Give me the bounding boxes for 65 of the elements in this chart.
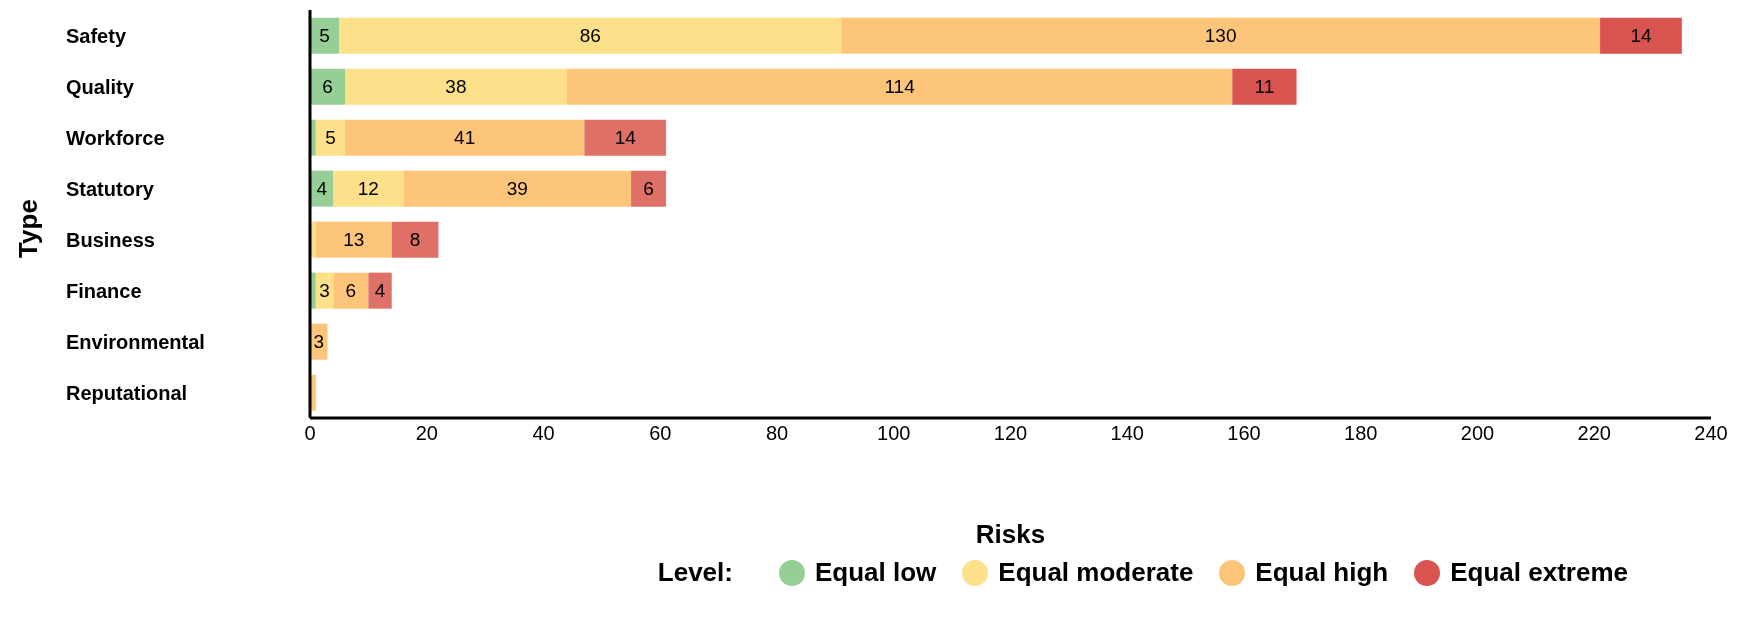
y-axis-title: Type bbox=[12, 198, 44, 258]
data-label: 13 bbox=[343, 229, 365, 251]
x-tick-label: 180 bbox=[1344, 422, 1378, 445]
x-tick-label: 120 bbox=[993, 422, 1028, 445]
legend-label: Equal high bbox=[1254, 557, 1389, 588]
data-label: 3 bbox=[319, 280, 330, 302]
data-label: 114 bbox=[884, 76, 916, 98]
bar bbox=[631, 170, 667, 207]
bar bbox=[584, 119, 667, 156]
x-tick-label: 40 bbox=[532, 422, 555, 445]
legend-title: Level: bbox=[657, 557, 733, 588]
bar bbox=[315, 221, 392, 258]
x-tick-label: 20 bbox=[415, 422, 438, 445]
data-label: 11 bbox=[1254, 76, 1275, 98]
x-tick-label: 160 bbox=[1227, 422, 1261, 445]
x-tick-label: 200 bbox=[1460, 422, 1495, 445]
x-tick-label: 0 bbox=[304, 422, 316, 445]
bar bbox=[333, 170, 404, 207]
data-label: 39 bbox=[506, 178, 528, 200]
data-label: 86 bbox=[579, 25, 601, 47]
x-tick-label: 80 bbox=[765, 422, 789, 445]
bar bbox=[403, 170, 632, 207]
data-label: 3 bbox=[313, 331, 325, 353]
bar bbox=[1600, 17, 1682, 54]
data-label: 5 bbox=[325, 127, 336, 149]
y-tick-label: Business bbox=[66, 228, 155, 251]
data-label: 5 bbox=[319, 25, 330, 47]
bar bbox=[345, 68, 567, 105]
bar bbox=[333, 272, 369, 309]
x-tick-label: 100 bbox=[877, 422, 911, 445]
y-tick-label: Environmental bbox=[66, 330, 205, 353]
y-tick-label: Reputational bbox=[66, 381, 188, 404]
legend-label: Equal low bbox=[813, 557, 937, 588]
bar bbox=[841, 17, 1601, 54]
x-tick-label: 240 bbox=[1694, 422, 1728, 445]
x-axis-title: Risks bbox=[975, 519, 1046, 549]
y-tick-label: Finance bbox=[66, 279, 142, 302]
y-tick-label: Safety bbox=[66, 24, 127, 47]
bar bbox=[345, 119, 585, 156]
data-label: 6 bbox=[643, 178, 654, 200]
data-label: 4 bbox=[316, 178, 328, 200]
data-label: 8 bbox=[409, 229, 421, 251]
data-label: 14 bbox=[614, 127, 637, 149]
x-tick-label: 60 bbox=[649, 422, 672, 445]
data-label: 6 bbox=[345, 280, 357, 302]
y-tick-label: Quality bbox=[66, 75, 135, 98]
data-label: 4 bbox=[374, 280, 386, 302]
data-label: 6 bbox=[322, 76, 333, 98]
legend-label: Equal extreme bbox=[1449, 557, 1628, 588]
data-label: 130 bbox=[1204, 25, 1237, 47]
bar bbox=[1232, 68, 1297, 105]
bar bbox=[315, 119, 346, 156]
y-tick-label: Statutory bbox=[66, 177, 155, 200]
bar bbox=[566, 68, 1233, 105]
x-tick-label: 140 bbox=[1110, 422, 1144, 445]
legend-label: Equal moderate bbox=[997, 557, 1194, 588]
bar bbox=[391, 221, 439, 258]
data-label: 38 bbox=[445, 76, 467, 98]
data-label: 41 bbox=[454, 127, 476, 149]
bar bbox=[368, 272, 392, 309]
x-tick-label: 220 bbox=[1577, 422, 1611, 445]
data-label: 14 bbox=[1630, 25, 1652, 47]
data-label: 12 bbox=[357, 178, 379, 200]
bar bbox=[339, 17, 842, 54]
y-tick-label: Workforce bbox=[66, 126, 165, 149]
